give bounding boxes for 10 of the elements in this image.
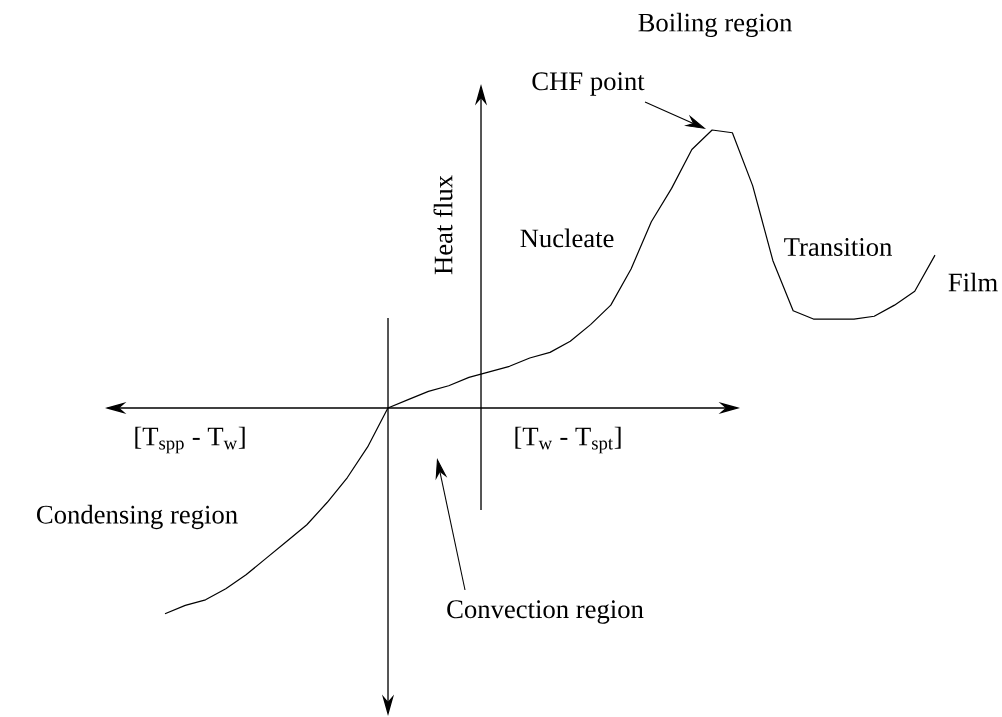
annotation: Transition	[784, 238, 892, 256]
annotation: Condensing region	[36, 504, 238, 530]
annotation: Nucleate	[520, 228, 614, 248]
text: Boiling region	[638, 12, 793, 38]
annotation: [T$_{w}$ - T$_{spt}$]	[515, 426, 621, 454]
annotation: Convection region	[447, 600, 644, 624]
text: CHF point	[532, 72, 645, 96]
y-axis-title: Heat flux	[433, 175, 453, 275]
text: Film	[948, 272, 998, 292]
annotation: [T$_{spp}$ - T$_{w}$]	[135, 426, 245, 454]
